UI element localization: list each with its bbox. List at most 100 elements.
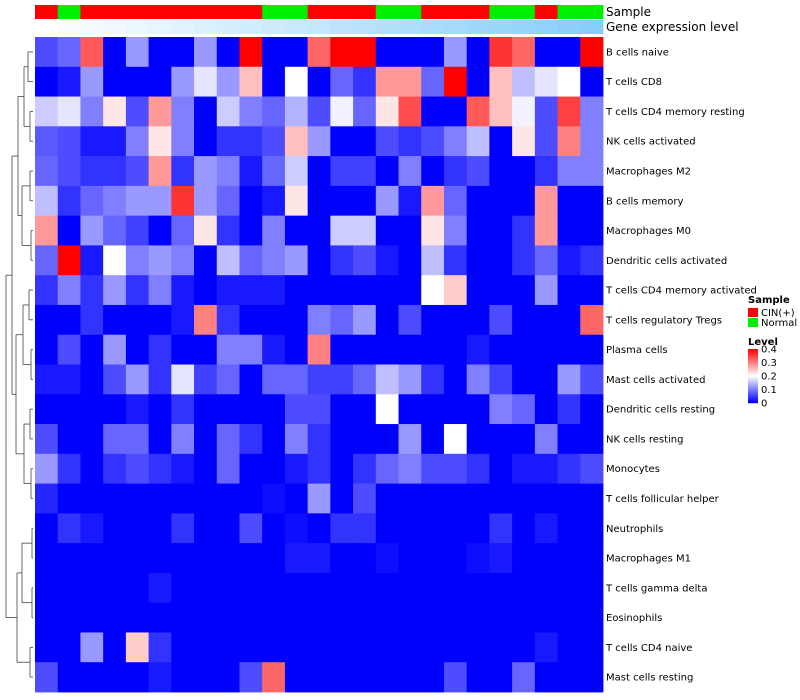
heatmap-cell: [466, 572, 490, 604]
heatmap-cell: [148, 96, 172, 127]
heatmap-cell: [489, 37, 513, 68]
expression-annotation-cell: [466, 20, 490, 34]
heatmap-cell: [421, 126, 445, 157]
heatmap-cell: [353, 632, 377, 663]
heatmap-cell: [194, 483, 218, 514]
heatmap-cell: [512, 453, 536, 484]
heatmap-cell: [330, 275, 354, 306]
heatmap-cell: [57, 215, 81, 246]
row-label: T cells CD4 memory activated: [605, 286, 757, 297]
heatmap-cell: [421, 453, 445, 484]
heatmap-cell: [353, 483, 377, 514]
legend-level-tick: 0.1: [761, 385, 777, 396]
heatmap-cell: [57, 126, 81, 157]
heatmap-cell: [103, 245, 127, 276]
heatmap-cell: [353, 156, 377, 187]
heatmap-cell: [443, 304, 468, 336]
heatmap-cell: [80, 632, 104, 663]
heatmap-cell: [421, 37, 445, 68]
sample-annotation-cell: [103, 5, 127, 19]
legend-level-gradient: [748, 378, 758, 380]
heatmap-cell: [35, 483, 59, 514]
heatmap-cell: [262, 126, 286, 157]
legend-level-gradient: [748, 369, 758, 371]
heatmap-cell: [262, 632, 286, 663]
heatmap-cell: [330, 364, 354, 395]
heatmap-cell: [489, 245, 513, 276]
heatmap-cell: [580, 334, 604, 365]
legend-level-gradient: [748, 391, 758, 393]
heatmap-cell: [330, 215, 354, 246]
legend-level-gradient: [748, 382, 758, 384]
heatmap-cell: [262, 572, 286, 604]
heatmap-cell: [466, 543, 490, 574]
heatmap-cell: [171, 66, 195, 97]
heatmap-cell: [557, 245, 581, 276]
heatmap-cell: [171, 572, 195, 604]
heatmap-cell: [103, 662, 127, 693]
heatmap-cell: [148, 394, 172, 425]
heatmap-cell: [421, 245, 445, 276]
heatmap-cell: [353, 543, 377, 574]
expression-annotation-cell: [57, 20, 81, 34]
heatmap-cell: [239, 96, 263, 127]
heatmap-cell: [57, 66, 81, 97]
heatmap-cell: [284, 245, 309, 276]
heatmap-cell: [35, 453, 59, 484]
heatmap-cell: [103, 66, 127, 97]
legend-sample-label: Normal: [761, 318, 797, 329]
heatmap-cell: [353, 453, 377, 484]
expression-annotation-cell: [216, 20, 240, 34]
heatmap-cell: [103, 334, 127, 365]
heatmap-cell: [35, 245, 59, 276]
heatmap-cell: [262, 215, 286, 246]
heatmap-cell: [262, 543, 286, 574]
heatmap-cell: [194, 424, 218, 455]
heatmap-cell: [557, 156, 581, 187]
heatmap-cell: [171, 513, 195, 544]
heatmap-cell: [353, 304, 377, 336]
heatmap-cell: [489, 156, 513, 187]
heatmap-cell: [489, 602, 513, 633]
heatmap-cell: [489, 543, 513, 574]
heatmap-cell: [35, 37, 59, 68]
heatmap-cell: [443, 245, 468, 276]
legend-level-gradient: [748, 349, 758, 351]
heatmap-cell: [489, 334, 513, 365]
heatmap-cell: [125, 453, 149, 484]
heatmap-cell: [557, 66, 581, 97]
expression-annotation-cell: [35, 20, 59, 34]
heatmap-cell: [80, 126, 104, 157]
legend-level-gradient: [748, 381, 758, 383]
heatmap-cell: [148, 364, 172, 395]
heatmap-cell: [580, 424, 604, 455]
row-label: Plasma cells: [606, 345, 668, 356]
heatmap-cell: [557, 304, 581, 336]
heatmap-cell: [307, 37, 331, 68]
heatmap-cell: [421, 66, 445, 97]
legend-level-gradient: [748, 364, 758, 366]
heatmap-cell: [35, 304, 59, 336]
heatmap-cell: [284, 275, 309, 306]
heatmap-cell: [216, 453, 240, 484]
expression-annotation-cell: [534, 20, 558, 34]
heatmap-cell: [239, 215, 263, 246]
legend-level-gradient: [748, 351, 758, 353]
heatmap-cell: [421, 632, 445, 663]
heatmap-cell: [80, 602, 104, 633]
heatmap-cell: [489, 483, 513, 514]
heatmap-cell: [262, 424, 286, 455]
heatmap-cell: [216, 37, 240, 68]
legend-level-gradient: [748, 355, 758, 357]
heatmap-cell: [216, 662, 240, 693]
heatmap-cell: [512, 394, 536, 425]
heatmap-cell: [421, 185, 445, 217]
legend-level-gradient: [748, 368, 758, 370]
heatmap-cell: [171, 96, 195, 127]
heatmap-cell: [512, 215, 536, 246]
heatmap-cell: [534, 632, 558, 663]
heatmap-cell: [80, 37, 104, 68]
heatmap-cell: [57, 96, 81, 127]
expression-annotation-cell: [171, 20, 195, 34]
heatmap-cell: [148, 543, 172, 574]
